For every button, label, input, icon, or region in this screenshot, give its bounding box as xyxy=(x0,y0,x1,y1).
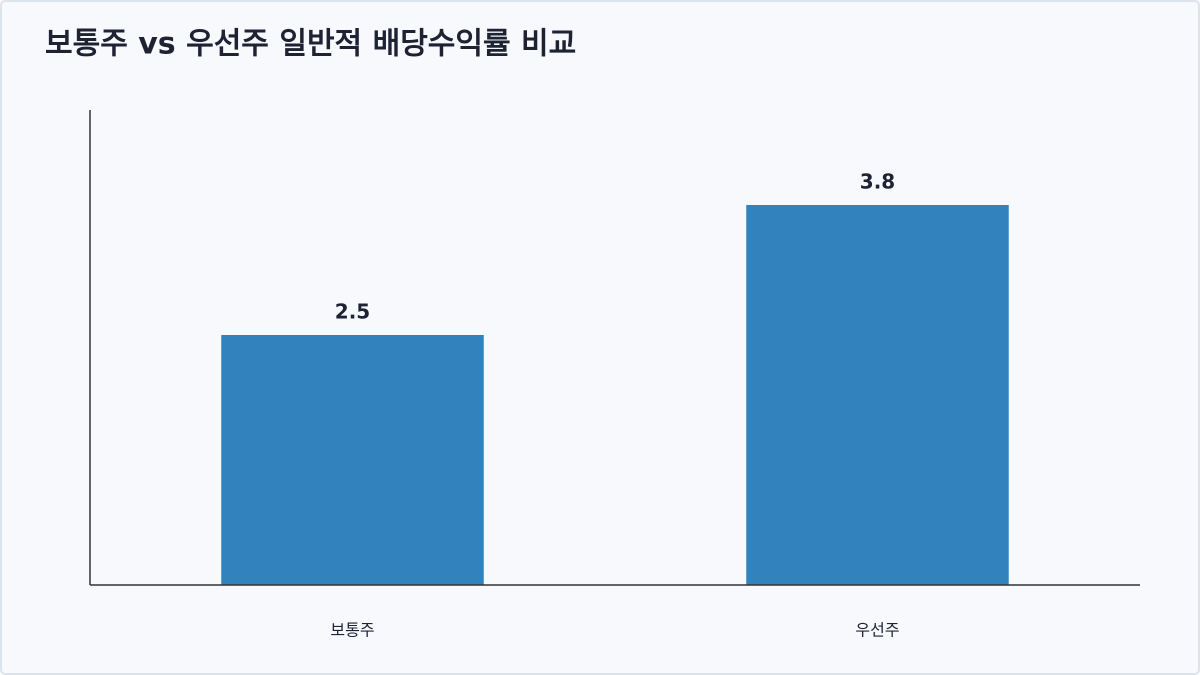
chart-title: 보통주 vs 우선주 일반적 배당수익률 비교 xyxy=(45,27,576,62)
x-tick-label: 우선주 xyxy=(855,621,899,640)
bar xyxy=(746,205,1009,585)
bar xyxy=(221,335,484,585)
x-tick-label: 보통주 xyxy=(330,621,374,640)
data-label: 2.5 xyxy=(335,300,370,324)
data-label: 3.8 xyxy=(860,170,895,194)
